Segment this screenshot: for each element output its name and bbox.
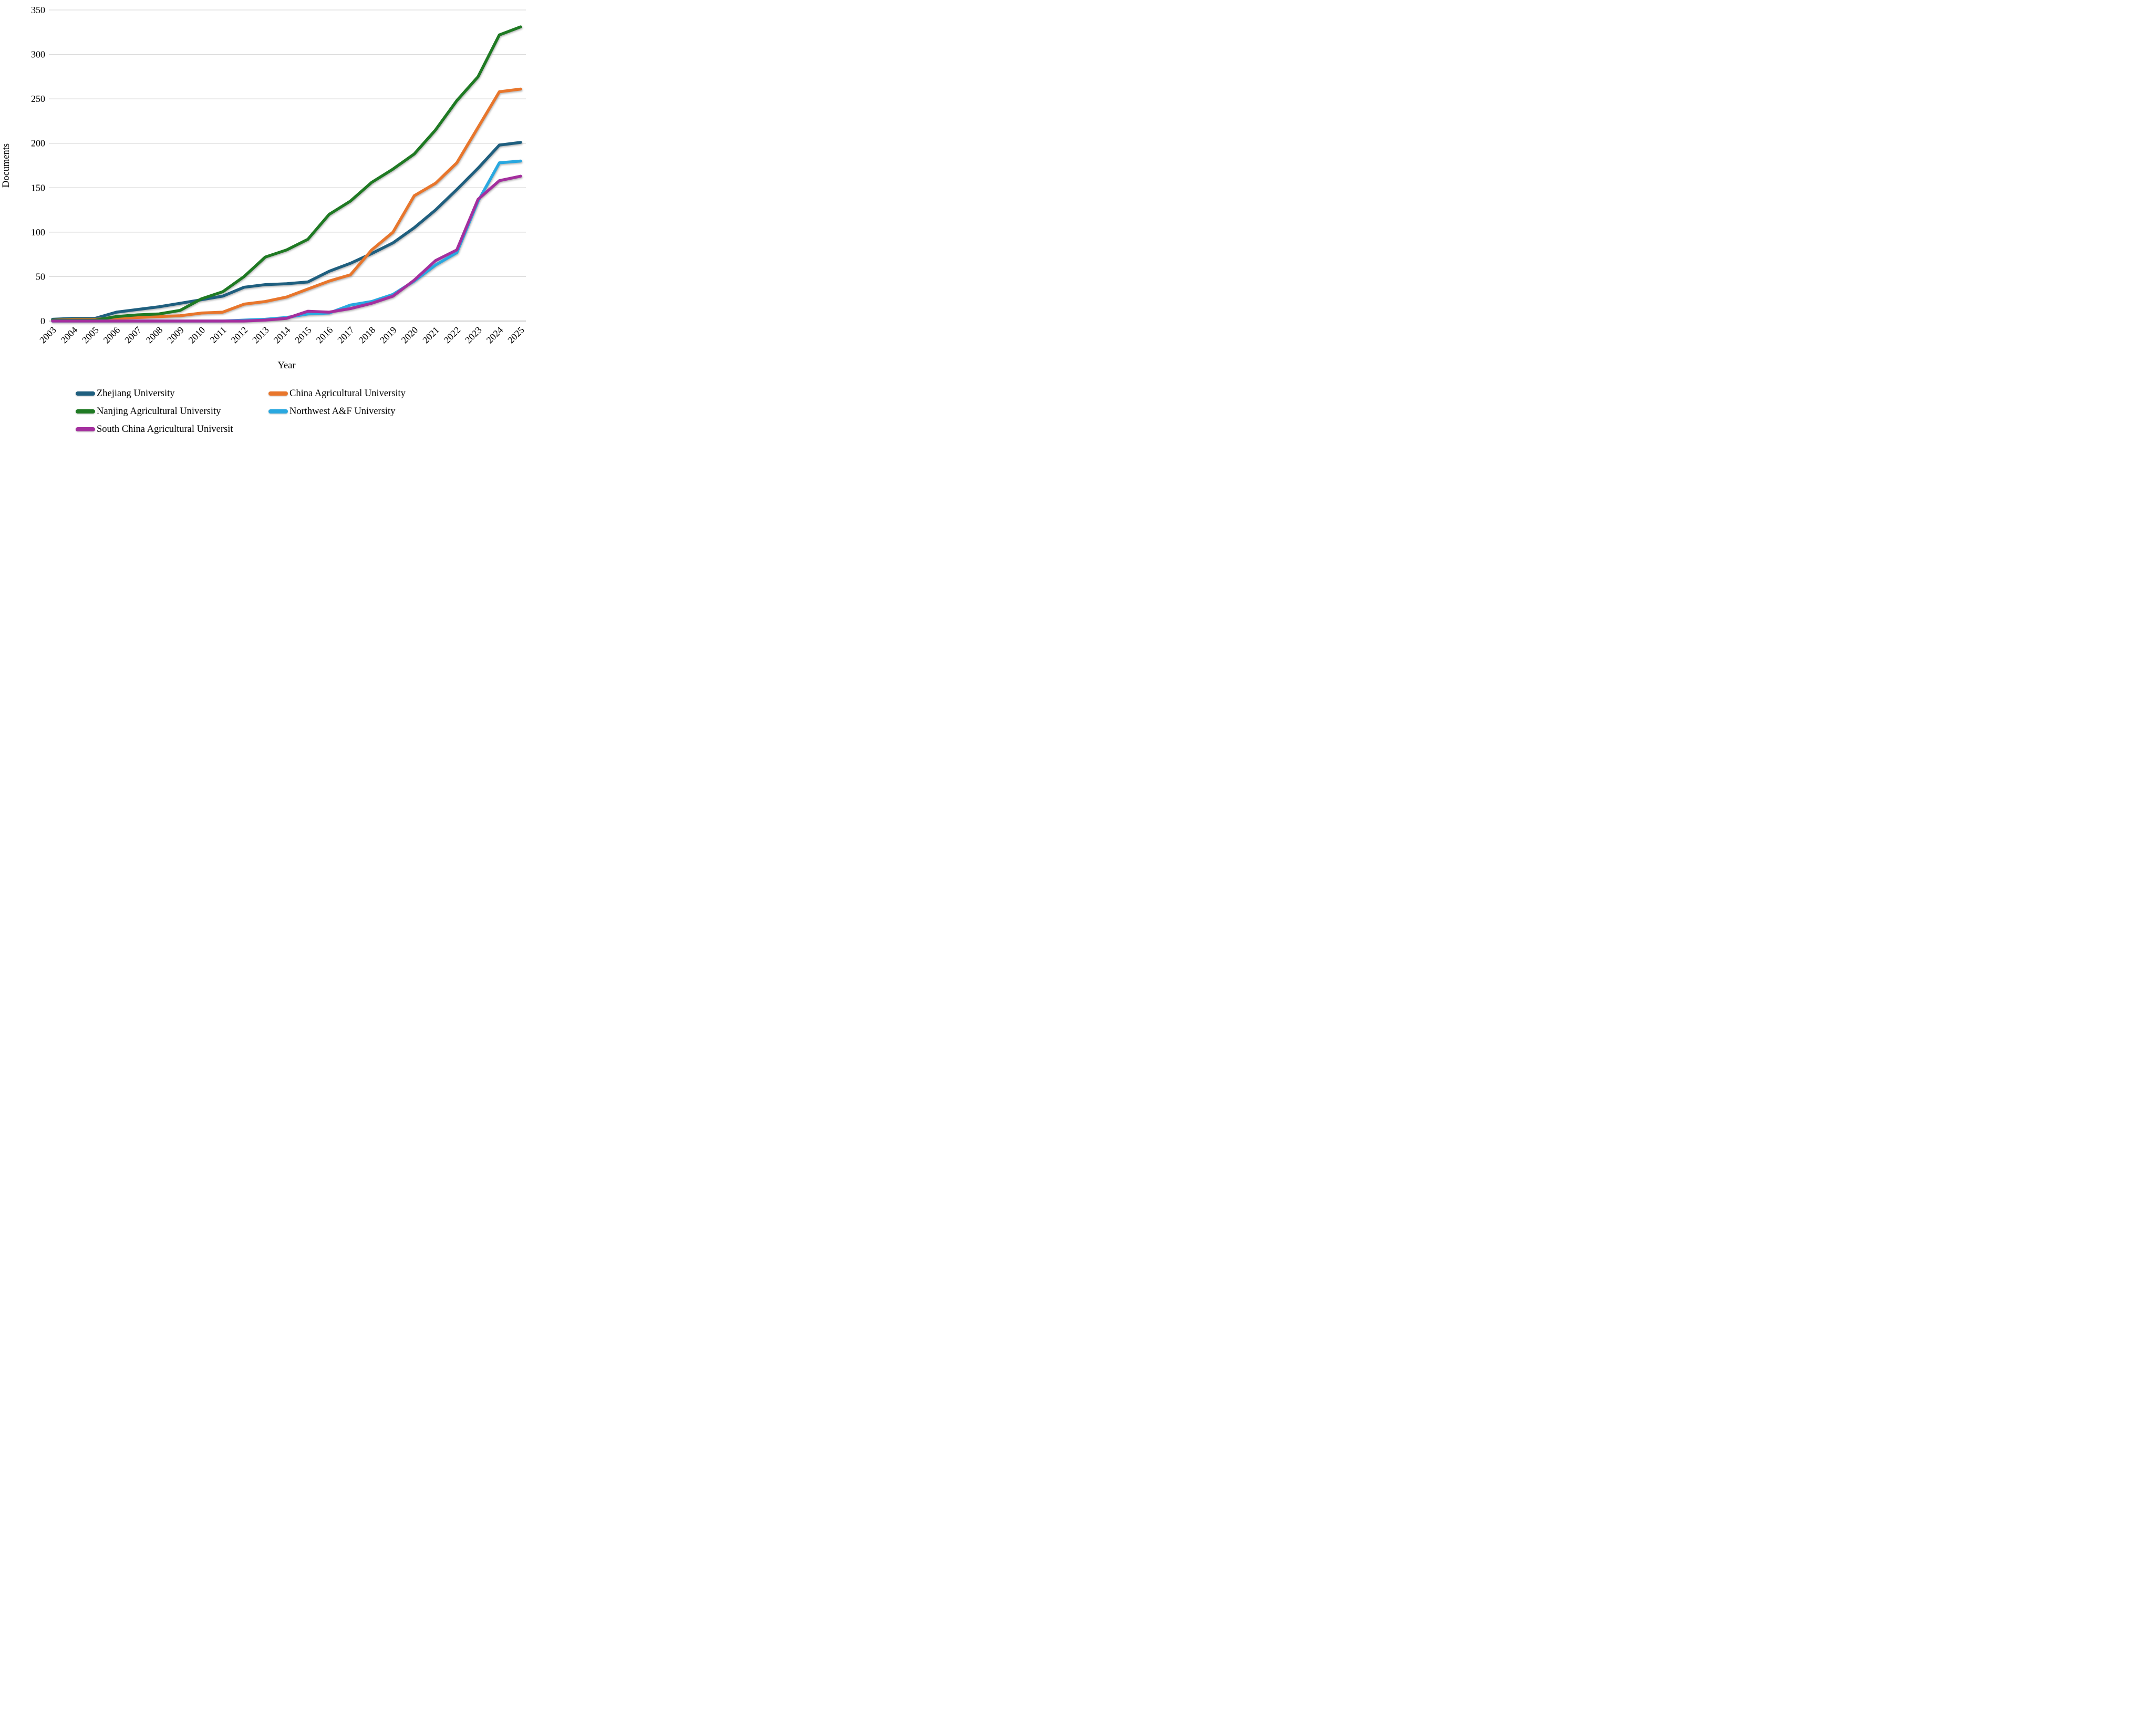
x-axis-tick-labels: 2003 2004 2005 2006 2007 2008 2009 2010 2011 2012… <box>37 325 526 346</box>
x-axis-tick-label: 2012 <box>229 325 250 346</box>
x-axis-tick-label: 2024 <box>484 325 505 346</box>
y-axis-title: Documents <box>1 143 12 188</box>
y-axis-tick-label: 0 <box>40 316 45 326</box>
x-axis-tick-label: 2018 <box>357 325 378 346</box>
x-axis-tick-label: 2015 <box>293 325 314 346</box>
y-axis-tick-label: 50 <box>36 271 45 282</box>
x-axis-title: Year <box>277 360 295 371</box>
series-line-zhejiang-university <box>51 141 522 321</box>
documents-per-year-line-chart: 0 50 100 150 200 250 300 350 2003 2004 2005 2006 200… <box>0 0 533 434</box>
series-lines <box>51 25 522 323</box>
x-axis-tick-label: 2009 <box>165 325 186 346</box>
x-axis-tick-label: 2022 <box>442 325 463 346</box>
x-axis-tick-label: 2014 <box>272 325 293 346</box>
x-axis-tick-label: 2008 <box>144 325 165 346</box>
y-axis-tick-label: 350 <box>31 5 45 15</box>
x-axis-tick-label: 2003 <box>37 325 58 346</box>
y-axis-tick-labels: 0 50 100 150 200 250 300 350 <box>31 5 45 326</box>
x-axis-tick-label: 2020 <box>399 325 420 346</box>
x-axis-tick-label: 2017 <box>335 325 356 346</box>
x-axis-tick-label: 2013 <box>250 325 271 346</box>
gridlines <box>49 9 526 322</box>
x-axis-tick-label: 2011 <box>208 325 229 345</box>
y-axis-tick-label: 100 <box>31 227 45 237</box>
y-axis-tick-label: 300 <box>31 49 45 60</box>
x-axis-tick-label: 2010 <box>187 325 208 346</box>
y-axis-tick-label: 200 <box>31 138 45 149</box>
x-axis-tick-label: 2004 <box>59 325 80 346</box>
x-axis-tick-label: 2025 <box>505 325 526 346</box>
x-axis-tick-label: 2005 <box>80 325 101 346</box>
x-axis-tick-label: 2016 <box>314 325 335 346</box>
x-axis-tick-label: 2021 <box>420 325 441 346</box>
x-axis-tick-label: 2019 <box>378 325 399 346</box>
series-line-nanjing-agricultural-university <box>51 25 522 322</box>
series-line-south-china-agricultural-universit <box>51 174 522 323</box>
x-axis-tick-label: 2007 <box>122 325 143 346</box>
x-axis-tick-label: 2006 <box>101 325 122 346</box>
y-axis-tick-label: 150 <box>31 182 45 193</box>
series-line-china-agricultural-university <box>51 87 522 322</box>
y-axis-tick-label: 250 <box>31 94 45 104</box>
x-axis-tick-label: 2023 <box>463 325 484 346</box>
